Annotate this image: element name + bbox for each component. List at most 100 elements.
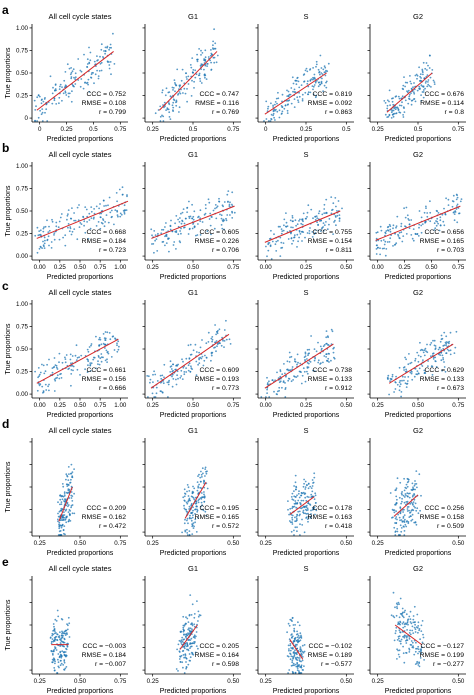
data-point [187,500,190,503]
data-point [413,493,415,495]
data-point [423,369,426,372]
data-point [95,205,98,208]
data-point [395,226,397,229]
data-point [392,615,395,618]
data-point [389,230,392,233]
data-point [61,650,64,653]
data-point [179,655,181,658]
data-point [59,638,61,641]
data-point [199,346,202,349]
data-point [169,360,172,363]
data-point [49,75,52,78]
data-point [179,631,182,633]
data-point [397,621,400,624]
x-tick-label: 0 [264,126,268,133]
data-point [193,210,196,213]
data-point [177,363,180,366]
data-point [64,632,67,635]
data-point [424,347,427,350]
data-point [99,216,102,219]
data-point [297,621,299,624]
data-point [323,344,326,346]
data-point [297,101,300,103]
data-point [297,634,300,637]
data-point [46,219,48,222]
data-point [67,616,70,619]
y-tick-label: 1.00 [16,25,29,32]
data-point [395,95,398,98]
data-point [186,519,188,522]
data-point [185,633,188,635]
data-point [314,232,317,234]
data-point [48,225,50,228]
data-point [150,228,153,231]
data-point [62,634,64,637]
data-point [319,73,321,76]
data-point [170,365,173,367]
data-point [287,644,290,647]
data-point [404,81,407,84]
data-point [58,523,60,526]
data-point [414,506,416,509]
data-point [174,230,177,233]
data-point [438,229,441,232]
data-point [305,517,307,519]
data-point [108,48,110,51]
data-point [426,74,429,76]
data-point [63,493,66,495]
data-point [198,74,201,76]
data-point [70,478,72,481]
data-point [385,248,388,250]
data-point [58,238,61,241]
data-point [383,100,386,102]
data-point [34,234,37,237]
data-point [309,485,312,488]
data-point [183,373,186,376]
x-tick-label: 0.25 [372,126,385,133]
data-point [430,342,433,344]
data-point [203,500,206,503]
data-point [391,516,393,519]
data-point [289,369,292,372]
data-point [397,95,400,98]
data-point [455,198,458,201]
data-point [53,390,56,392]
data-point [187,639,190,641]
data-point [320,72,323,74]
data-point [192,514,194,517]
data-point [426,215,429,218]
data-point [332,351,335,354]
data-point [307,483,310,485]
data-point [281,110,284,113]
data-point [312,93,315,96]
data-point [298,95,301,98]
subplot-title: S [303,426,308,435]
data-point [296,526,298,529]
data-point [295,224,297,227]
data-point [401,520,404,523]
data-point [61,631,64,634]
data-point [198,473,200,476]
data-point [331,209,333,212]
data-point [86,65,88,68]
y-axis-label: True proportions [5,461,12,513]
data-point [187,648,189,651]
scatter-points [389,470,422,536]
data-point [302,485,305,488]
data-point [292,82,295,85]
data-point [191,642,194,644]
data-point [326,70,329,73]
data-point [60,526,63,529]
data-point [172,378,175,380]
data-point [196,481,199,483]
data-point [46,238,49,241]
data-point [331,330,334,333]
data-point [50,241,53,243]
data-point [201,221,204,223]
data-point [64,71,67,73]
data-point [321,213,324,216]
data-point [445,342,448,345]
data-point [398,104,401,107]
fit-line [184,481,207,519]
